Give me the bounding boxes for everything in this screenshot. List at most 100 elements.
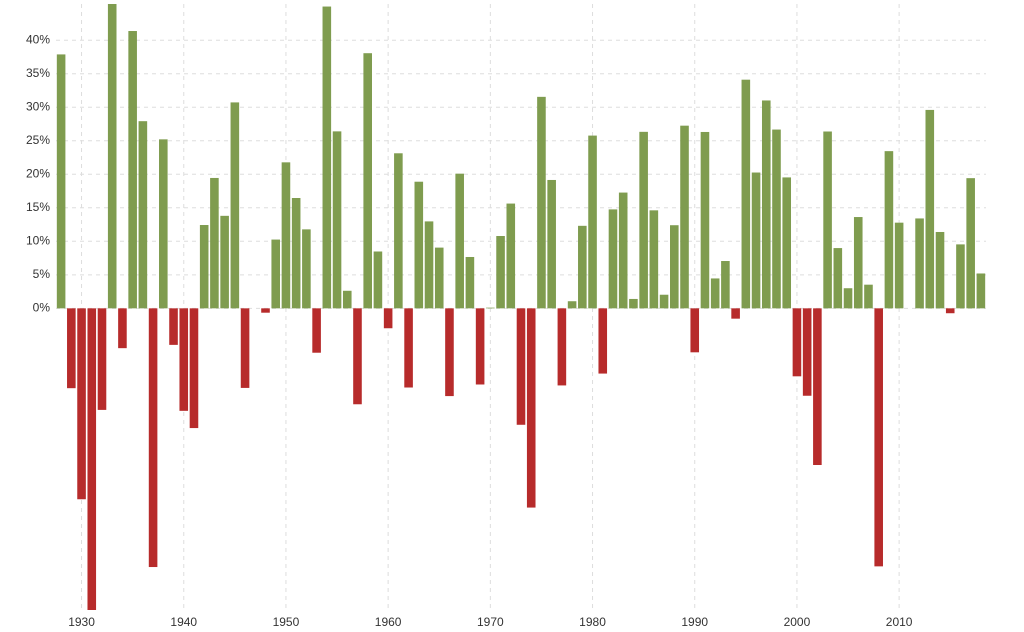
bar — [802, 308, 812, 396]
bar — [148, 308, 158, 568]
bar — [874, 308, 883, 567]
bar — [578, 225, 587, 309]
bar — [261, 308, 270, 313]
bar — [537, 96, 546, 309]
bar — [189, 308, 199, 429]
x-tick-label: 1950 — [273, 615, 300, 629]
bar — [751, 172, 761, 309]
bar — [445, 308, 454, 397]
bar — [935, 231, 945, 309]
bar — [680, 125, 689, 309]
y-tick-label: 0% — [33, 301, 51, 315]
x-tick-label: 1990 — [681, 615, 708, 629]
bar — [608, 209, 618, 309]
bar — [833, 248, 843, 309]
bar — [230, 102, 240, 309]
bar — [424, 221, 434, 309]
y-tick-label: 30% — [26, 99, 50, 113]
bar — [394, 153, 403, 309]
bar — [332, 131, 342, 309]
bar — [506, 203, 516, 309]
bar — [179, 308, 189, 411]
bar — [302, 229, 311, 309]
y-tick-label: 40% — [26, 32, 50, 46]
y-tick-label: 5% — [33, 267, 51, 281]
labels: 0% 5% 10% 15% 20% 25% 30% 35% 40% 1930 1940 1950 196… — [26, 32, 913, 629]
bar — [864, 284, 873, 309]
bar — [77, 308, 86, 500]
bar — [629, 298, 638, 309]
bar — [414, 181, 424, 309]
bar — [240, 308, 250, 388]
x-tick-label: 1980 — [579, 615, 606, 629]
bar — [271, 239, 281, 309]
bar — [894, 222, 904, 309]
bar — [618, 192, 628, 309]
bar — [792, 308, 802, 377]
bar — [659, 294, 669, 309]
bar — [588, 135, 597, 309]
x-tick-label: 1930 — [68, 615, 95, 629]
bar — [128, 31, 137, 309]
bar — [159, 139, 168, 309]
y-tick-label: 20% — [26, 166, 50, 180]
bar — [966, 178, 975, 309]
bar — [741, 79, 751, 309]
bar — [363, 53, 372, 309]
bar — [312, 308, 321, 353]
y-tick-label: 35% — [26, 66, 50, 80]
bar — [976, 273, 986, 309]
x-tick-label: 1970 — [477, 615, 504, 629]
bar — [496, 236, 505, 309]
bar — [87, 308, 97, 610]
bar — [383, 308, 393, 329]
bar — [700, 131, 710, 309]
bar — [210, 177, 219, 309]
bar — [884, 151, 894, 309]
bar — [915, 218, 924, 309]
x-tick-label: 1940 — [170, 615, 197, 629]
bar — [690, 308, 700, 353]
bar — [843, 288, 853, 309]
bar — [853, 217, 863, 309]
bar — [404, 308, 413, 388]
bar — [97, 308, 107, 410]
bar — [486, 307, 495, 309]
bar — [710, 278, 720, 309]
bar — [670, 225, 679, 309]
y-tick-label: 25% — [26, 133, 50, 147]
bar — [138, 121, 148, 309]
bars — [56, 4, 986, 610]
bar — [598, 308, 608, 374]
bar — [199, 225, 209, 309]
bar — [813, 308, 822, 466]
bar — [353, 308, 362, 405]
bar — [567, 301, 577, 309]
bar — [465, 256, 475, 309]
x-tick-label: 1960 — [375, 615, 402, 629]
bar — [56, 54, 66, 309]
bar — [220, 215, 229, 309]
bar — [373, 251, 383, 309]
bar — [721, 261, 730, 309]
bar — [956, 244, 965, 309]
bar — [823, 131, 832, 309]
bar — [649, 210, 659, 309]
bar — [516, 308, 526, 425]
bar — [67, 308, 76, 389]
bar — [118, 308, 127, 349]
bar — [557, 308, 567, 386]
bar — [945, 308, 955, 314]
bar — [169, 308, 178, 345]
bar — [782, 177, 792, 309]
bar — [731, 308, 740, 319]
y-tick-label: 10% — [26, 233, 50, 247]
bar — [526, 308, 536, 508]
bar — [925, 109, 935, 309]
bar — [322, 6, 332, 309]
bar — [772, 129, 781, 309]
x-tick-label: 2000 — [784, 615, 811, 629]
bar — [475, 308, 485, 385]
bar — [342, 290, 352, 309]
